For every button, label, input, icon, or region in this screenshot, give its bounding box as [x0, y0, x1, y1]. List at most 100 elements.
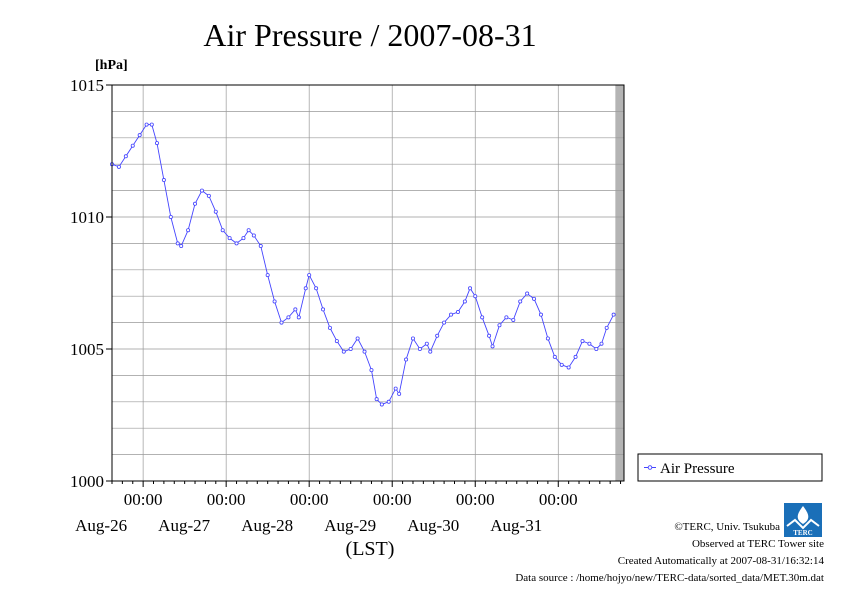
data-point [428, 349, 433, 354]
x-tick-label: 00:00 [456, 490, 495, 509]
data-point [362, 349, 367, 354]
y-tick-label: 1005 [70, 340, 104, 359]
data-point [559, 362, 564, 367]
data-point [587, 341, 592, 346]
data-point [473, 294, 478, 299]
data-point [334, 339, 339, 344]
footer-source: Data source : /home/hojyo/new/TERC-data/… [515, 572, 824, 584]
data-point [369, 368, 374, 373]
data-point [435, 333, 440, 338]
y-axis: 1000 1005 1010 1015 [70, 76, 112, 491]
data-point [144, 122, 149, 127]
data-point [410, 336, 415, 341]
data-point [175, 241, 180, 246]
footer-copyright: ©TERC, Univ. Tsukuba [674, 521, 780, 533]
data-point [538, 312, 543, 317]
data-point [424, 341, 429, 346]
x-tick-date: Aug-26 [75, 516, 127, 535]
data-point [272, 299, 277, 304]
data-point [497, 323, 502, 328]
x-tick-label: 00:00 [124, 490, 163, 509]
data-point [193, 201, 198, 206]
data-point [279, 320, 284, 325]
data-point [490, 344, 495, 349]
plot-background [112, 85, 624, 481]
data-point [123, 154, 128, 159]
x-tick-label: 00:00 [539, 490, 578, 509]
x-tick-date: Aug-30 [407, 516, 459, 535]
data-point [327, 325, 332, 330]
data-point [321, 307, 326, 312]
x-tick-date: Aug-31 [490, 516, 542, 535]
data-point [286, 315, 291, 320]
y-axis-unit: [hPa] [95, 58, 128, 73]
data-point [241, 236, 246, 241]
data-point [130, 143, 135, 148]
data-point [265, 273, 270, 278]
data-point [307, 273, 312, 278]
data-point [573, 354, 578, 359]
data-point [149, 122, 154, 127]
data-point [462, 299, 467, 304]
legend-label: Air Pressure [660, 461, 735, 477]
data-point [348, 346, 353, 351]
data-point [449, 312, 454, 317]
x-tick-label: 00:00 [290, 490, 329, 509]
data-point [251, 233, 256, 238]
x-tick-date: Aug-27 [158, 516, 210, 535]
y-tick-label: 1015 [70, 76, 104, 95]
data-point [296, 315, 301, 320]
data-point [580, 339, 585, 344]
data-point [511, 317, 516, 322]
data-point [355, 336, 360, 341]
data-point [168, 214, 173, 219]
data-point [566, 365, 571, 370]
data-point [258, 244, 263, 249]
data-point [186, 228, 191, 233]
plot-frame [111, 84, 625, 482]
data-point [206, 193, 211, 198]
x-tick-date: Aug-28 [241, 516, 293, 535]
data-point [487, 333, 492, 338]
data-point [314, 286, 319, 291]
plot-grid [112, 85, 624, 481]
data-point [303, 286, 308, 291]
data-point [480, 315, 485, 320]
data-point [341, 349, 346, 354]
data-point [504, 315, 509, 320]
y-tick-label: 1010 [70, 208, 104, 227]
data-point [137, 133, 142, 138]
data-point [545, 336, 550, 341]
data-point [442, 320, 447, 325]
data-point [393, 386, 398, 391]
data-point [417, 346, 422, 351]
data-point [116, 164, 121, 169]
data-point [199, 188, 204, 193]
series-air-pressure [110, 122, 616, 407]
x-tick-date: Aug-29 [324, 516, 376, 535]
data-point [404, 357, 409, 362]
logo-text: TERC [793, 529, 812, 537]
data-point [227, 236, 232, 241]
x-tick-label: 00:00 [207, 490, 246, 509]
chart-title: Air Pressure / 2007-08-31 [203, 17, 536, 53]
data-point [455, 310, 460, 315]
data-point [154, 141, 159, 146]
data-point [468, 286, 473, 291]
x-axis-label: (LST) [346, 538, 395, 560]
x-axis: 00:00 Aug-26 00:00 Aug-27 00:00 Aug-28 00:00 Au… [75, 481, 622, 535]
data-point [599, 341, 604, 346]
data-point [525, 291, 530, 296]
data-point [594, 346, 599, 351]
data-point [518, 299, 523, 304]
data-point [161, 178, 166, 183]
data-point [611, 312, 616, 317]
footer-observed: Observed at TERC Tower site [691, 538, 824, 550]
data-point [604, 325, 609, 330]
legend-marker [647, 465, 653, 470]
y-tick-label: 1000 [70, 472, 104, 491]
no-data-region [615, 85, 624, 481]
terc-logo: TERC [784, 503, 822, 537]
data-point [532, 296, 537, 301]
